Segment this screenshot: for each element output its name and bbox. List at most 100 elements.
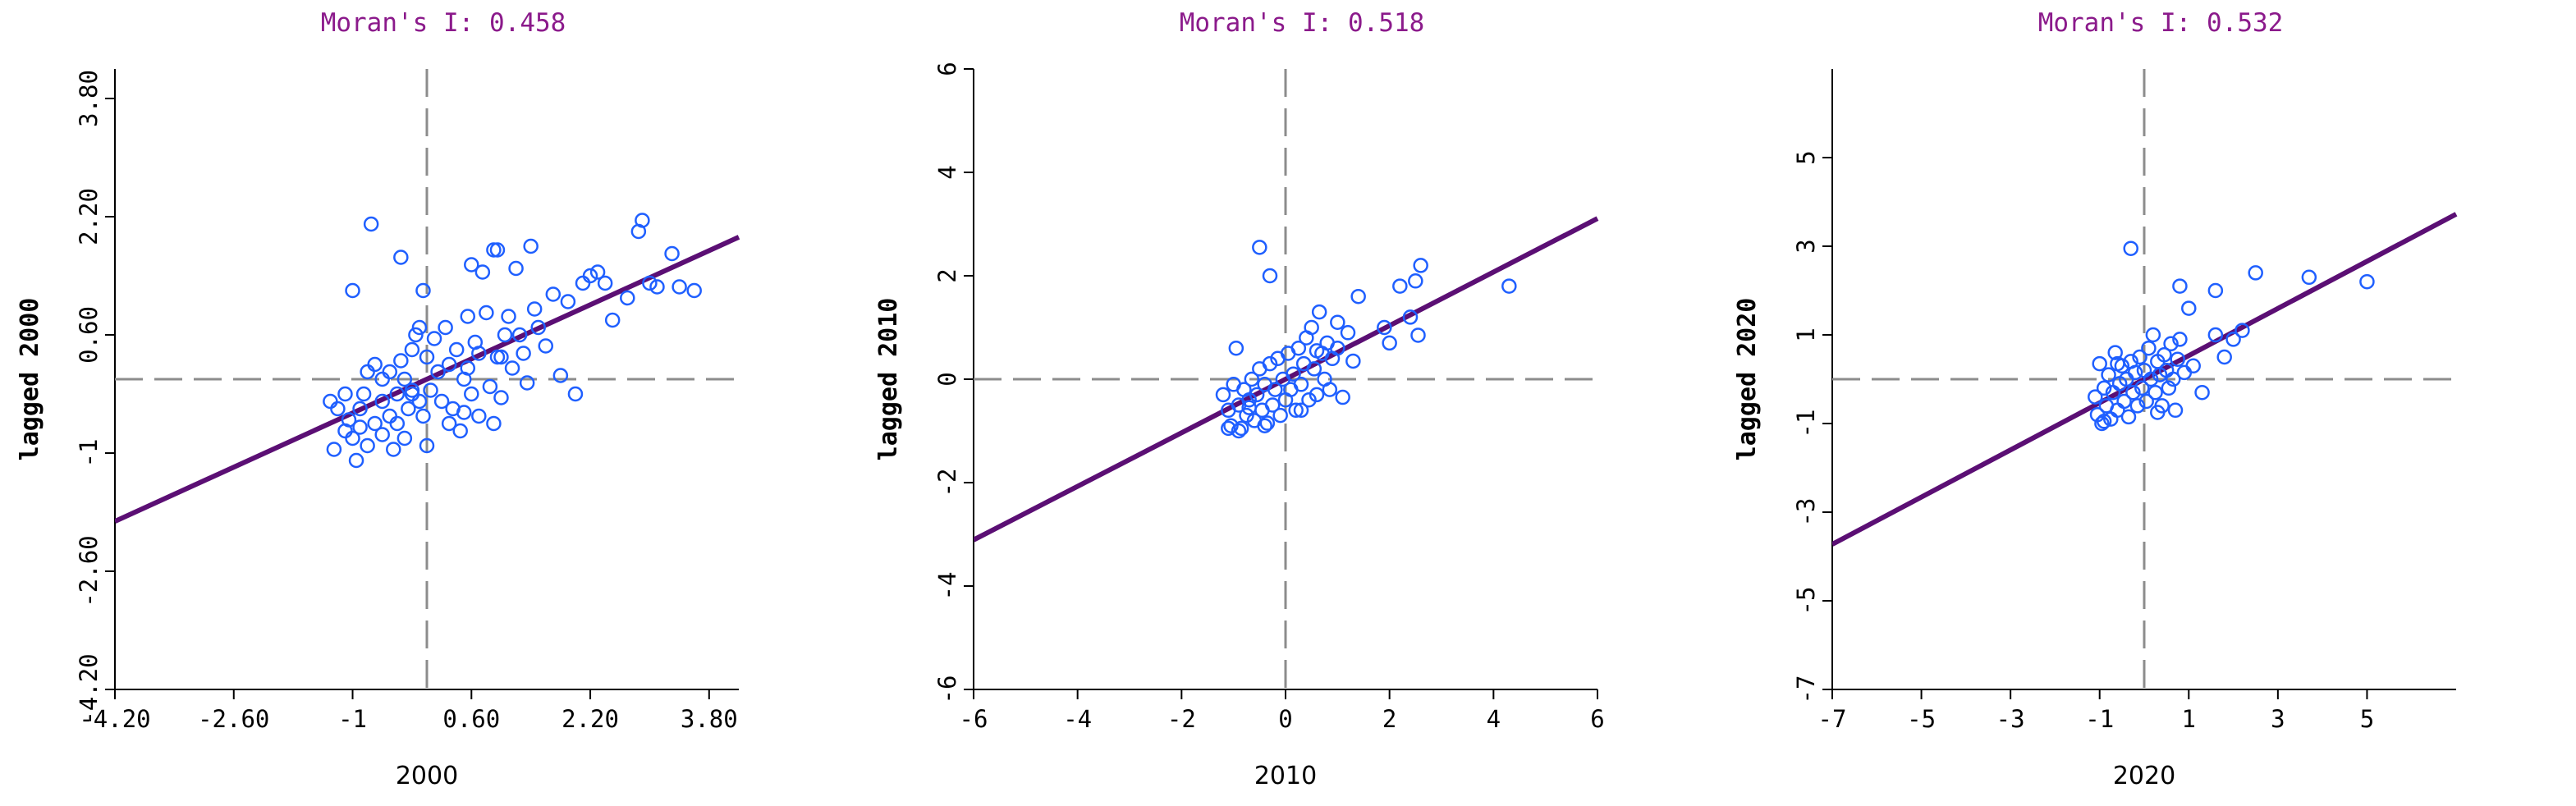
x-tick-label: -4 (1063, 705, 1092, 733)
data-point (497, 327, 513, 343)
data-point (2101, 367, 2116, 382)
data-point (1322, 382, 1338, 397)
data-point (1410, 327, 1426, 343)
data-point (635, 213, 650, 228)
data-point (545, 286, 561, 302)
data-point (1330, 340, 1345, 356)
data-point (404, 386, 420, 402)
y-tick-label: -4.20 (75, 653, 103, 725)
y-tick-label: 2.20 (75, 188, 103, 245)
x-axis-label: 2000 (396, 762, 458, 790)
data-point (2185, 358, 2201, 374)
data-point (411, 393, 428, 410)
data-point (582, 268, 598, 284)
data-point (401, 401, 416, 417)
data-point (1382, 335, 1397, 351)
data-point (1335, 389, 1350, 405)
data-point (2172, 278, 2188, 294)
data-point (1413, 258, 1428, 273)
data-point (1330, 314, 1345, 330)
data-point (2167, 402, 2184, 419)
regression-line (115, 235, 740, 524)
x-tick-label: -6 (960, 705, 988, 733)
x-tick-label: 0 (1278, 705, 1292, 733)
data-point (419, 437, 435, 454)
data-point (441, 356, 457, 373)
y-tick-label: 3 (1792, 239, 1820, 253)
x-tick-label: 6 (1590, 705, 1604, 733)
data-point (367, 415, 383, 432)
data-point (2216, 349, 2232, 365)
data-point (352, 401, 368, 417)
data-point (2207, 282, 2224, 299)
x-tick-label: 1 (2182, 705, 2196, 733)
data-point (2172, 332, 2188, 347)
data-point (2096, 414, 2112, 429)
y-tick-label: -6 (933, 675, 961, 704)
data-point (393, 353, 409, 369)
data-point (1293, 402, 1309, 419)
x-tick-label: -1 (338, 705, 367, 733)
y-tick-label: -7 (1792, 675, 1820, 704)
data-point (1340, 325, 1356, 341)
data-point (2163, 336, 2179, 352)
data-point (1345, 353, 1361, 369)
data-point (479, 305, 494, 321)
x-tick-label: -5 (1907, 705, 1936, 733)
data-point (1272, 407, 1288, 424)
data-point (1264, 397, 1281, 413)
data-point (2116, 393, 2132, 410)
x-axis-label: 2020 (2113, 762, 2175, 790)
data-point (438, 319, 453, 336)
data-point (326, 442, 342, 457)
data-point (501, 309, 516, 324)
data-point (352, 419, 368, 435)
data-point (2094, 415, 2110, 432)
data-point (456, 405, 472, 420)
data-point (374, 371, 390, 387)
data-point (489, 242, 506, 258)
data-point (2194, 384, 2210, 401)
chart-svg: Moran's I: 0.458 -4.20 -2.60 -1 0.60 2.20 3.80… (16, 8, 740, 790)
data-point (567, 386, 584, 402)
y-tick-label: 3.80 (75, 70, 103, 127)
data-point (1286, 366, 1301, 382)
data-point (430, 364, 446, 380)
data-point (575, 275, 591, 291)
x-tick-label: -4.20 (79, 705, 150, 733)
data-point (471, 408, 487, 424)
y-tick-label: -1 (1792, 410, 1820, 438)
data-point (2359, 273, 2375, 290)
data-point (597, 275, 613, 291)
data-point (1311, 304, 1327, 320)
chart-title: Moran's I: 0.532 (2038, 8, 2284, 38)
data-point (2127, 364, 2143, 381)
data-point (441, 415, 457, 432)
data-point (1501, 278, 1517, 294)
x-tick-label: -1 (2085, 705, 2114, 733)
data-point (355, 386, 372, 402)
data-point (1267, 382, 1283, 397)
data-point (452, 423, 468, 439)
data-point (360, 437, 375, 454)
data-point (1392, 278, 1408, 294)
data-point (464, 386, 479, 402)
data-point (1288, 402, 1304, 419)
x-tick-label: 3.80 (681, 705, 738, 733)
data-point (415, 282, 431, 299)
data-point (363, 216, 379, 232)
moran-scatter-2020: Moran's I: 0.532 -7 -5 -3 -1 1 3 5 -7 -5 -3 -1 1 3 5 20… (1717, 0, 2576, 806)
y-tick-label: 6 (933, 62, 961, 76)
y-tick-label: -5 (1792, 587, 1820, 616)
x-tick-label: -2 (1167, 705, 1196, 733)
data-point (460, 309, 476, 324)
data-point (2129, 398, 2146, 414)
y-tick-label: 0 (933, 372, 961, 386)
data-point (426, 331, 442, 346)
x-axis-label: 2010 (1254, 762, 1317, 790)
data-point (460, 360, 476, 376)
data-point (2138, 393, 2154, 410)
data-point (1215, 387, 1231, 403)
data-point (404, 341, 420, 358)
data-point (2157, 347, 2172, 363)
